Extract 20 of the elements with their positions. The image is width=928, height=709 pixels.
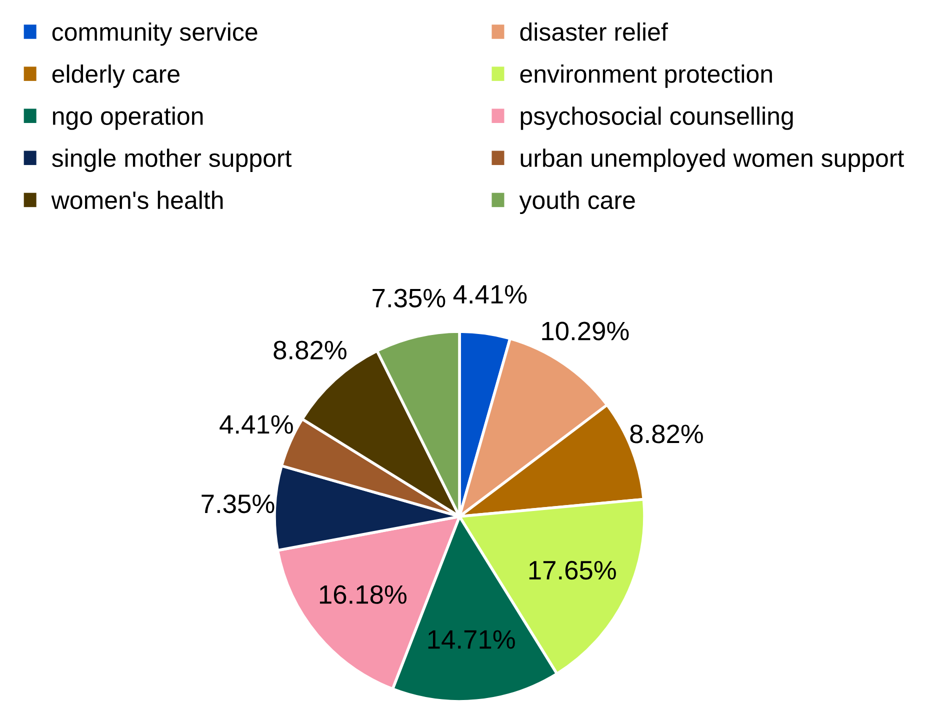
data-label: 14.71% [428, 630, 515, 649]
data-label: 7.35% [372, 288, 446, 308]
data-label: 7.35% [202, 494, 274, 514]
data-label: 8.82% [630, 424, 703, 444]
legend-label: psychosocial counselling [520, 106, 793, 130]
data-label: 17.65% [529, 560, 616, 580]
data-label: 10.29% [542, 322, 629, 340]
legend-label: community service [52, 22, 258, 46]
legend-label: disaster relief [520, 22, 668, 41]
legend-label: elderly care [52, 64, 180, 88]
legend-label: youth care [519, 190, 635, 214]
data-label: 8.82% [274, 340, 346, 360]
legend-label: environment protection [520, 64, 772, 88]
data-label: 16.18% [320, 585, 407, 604]
legend-label: urban unemployed women support [520, 148, 904, 172]
legend-label: women's health [51, 190, 223, 210]
legend-label: single mother support [52, 148, 292, 172]
data-label: 4.41% [453, 285, 527, 304]
legend-label: ngo operation [53, 106, 203, 130]
data-label: 4.41% [220, 415, 293, 434]
